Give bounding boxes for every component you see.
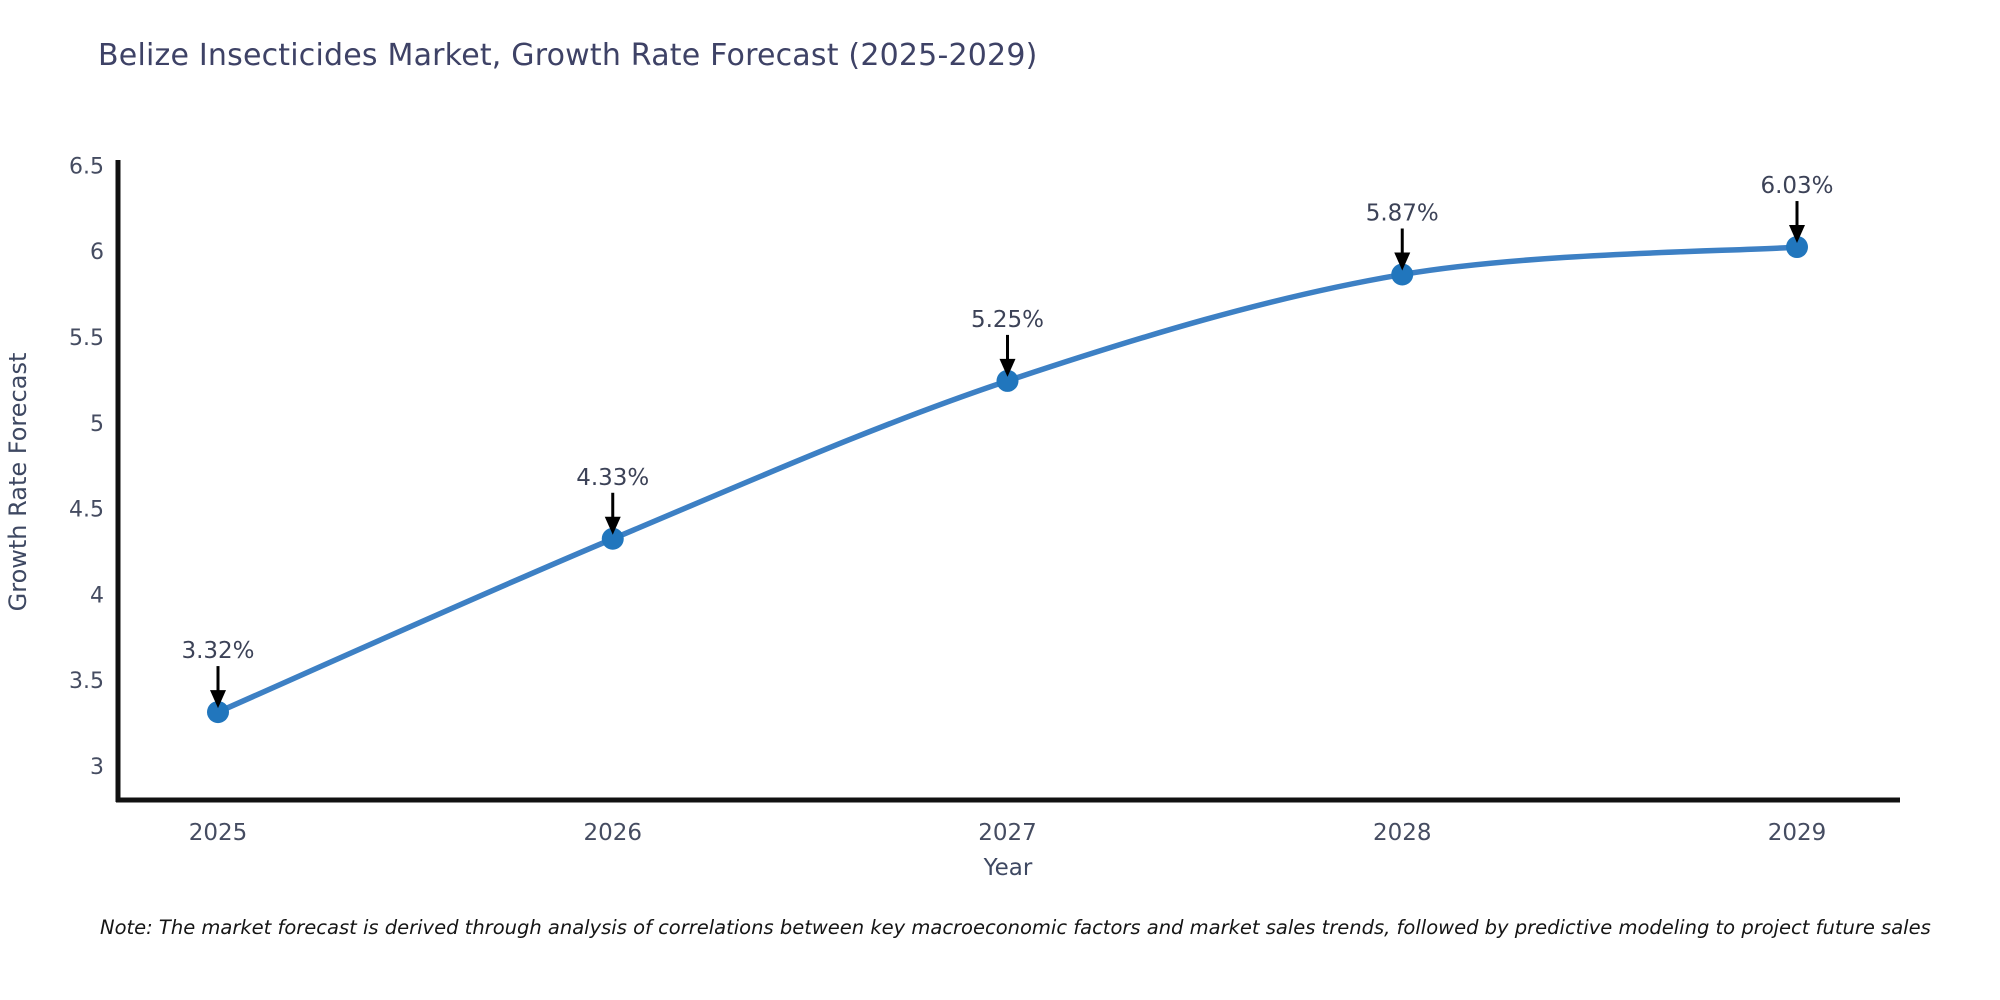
y-tick-label: 4 (90, 583, 104, 608)
data-point-2027 (996, 369, 1019, 392)
y-tick-label: 3 (90, 755, 104, 780)
annotation-arrowhead (210, 690, 226, 709)
y-tick-label: 5 (90, 412, 104, 437)
y-tick-label: 6 (90, 240, 104, 265)
point-label-2026: 4.33% (576, 465, 649, 491)
y-tick-label: 3.5 (69, 669, 104, 694)
data-point-2028 (1391, 263, 1414, 286)
point-label-2025: 3.32% (181, 638, 254, 664)
point-label-2029: 6.03% (1760, 173, 1833, 199)
data-point-2029 (1786, 236, 1808, 259)
footnote: Note: The market forecast is derived thr… (100, 916, 1931, 939)
data-point-2026 (601, 527, 624, 550)
x-tick-label: 2028 (1373, 820, 1432, 846)
x-axis-title: Year (983, 855, 1033, 881)
annotation-arrowhead (1394, 252, 1411, 271)
point-label-2027: 5.25% (971, 307, 1044, 333)
y-tick-label: 4.5 (69, 498, 104, 523)
y-tick-label: 5.5 (69, 326, 104, 351)
x-tick-label: 2029 (1768, 820, 1827, 846)
annotation-arrowhead (604, 516, 621, 535)
x-tick-label: 2025 (189, 820, 248, 846)
x-tick-label: 2026 (583, 820, 642, 846)
annotation-arrowhead (999, 358, 1016, 377)
chart-title: Belize Insecticides Market, Growth Rate … (98, 38, 1038, 73)
data-point-2025 (207, 701, 229, 724)
x-tick-label: 2027 (978, 820, 1037, 846)
annotation-arrowhead (1789, 225, 1805, 244)
y-axis-title: Growth Rate Forecast (4, 352, 32, 612)
y-tick-label: 6.5 (69, 154, 104, 179)
point-label-2028: 5.87% (1366, 201, 1439, 227)
